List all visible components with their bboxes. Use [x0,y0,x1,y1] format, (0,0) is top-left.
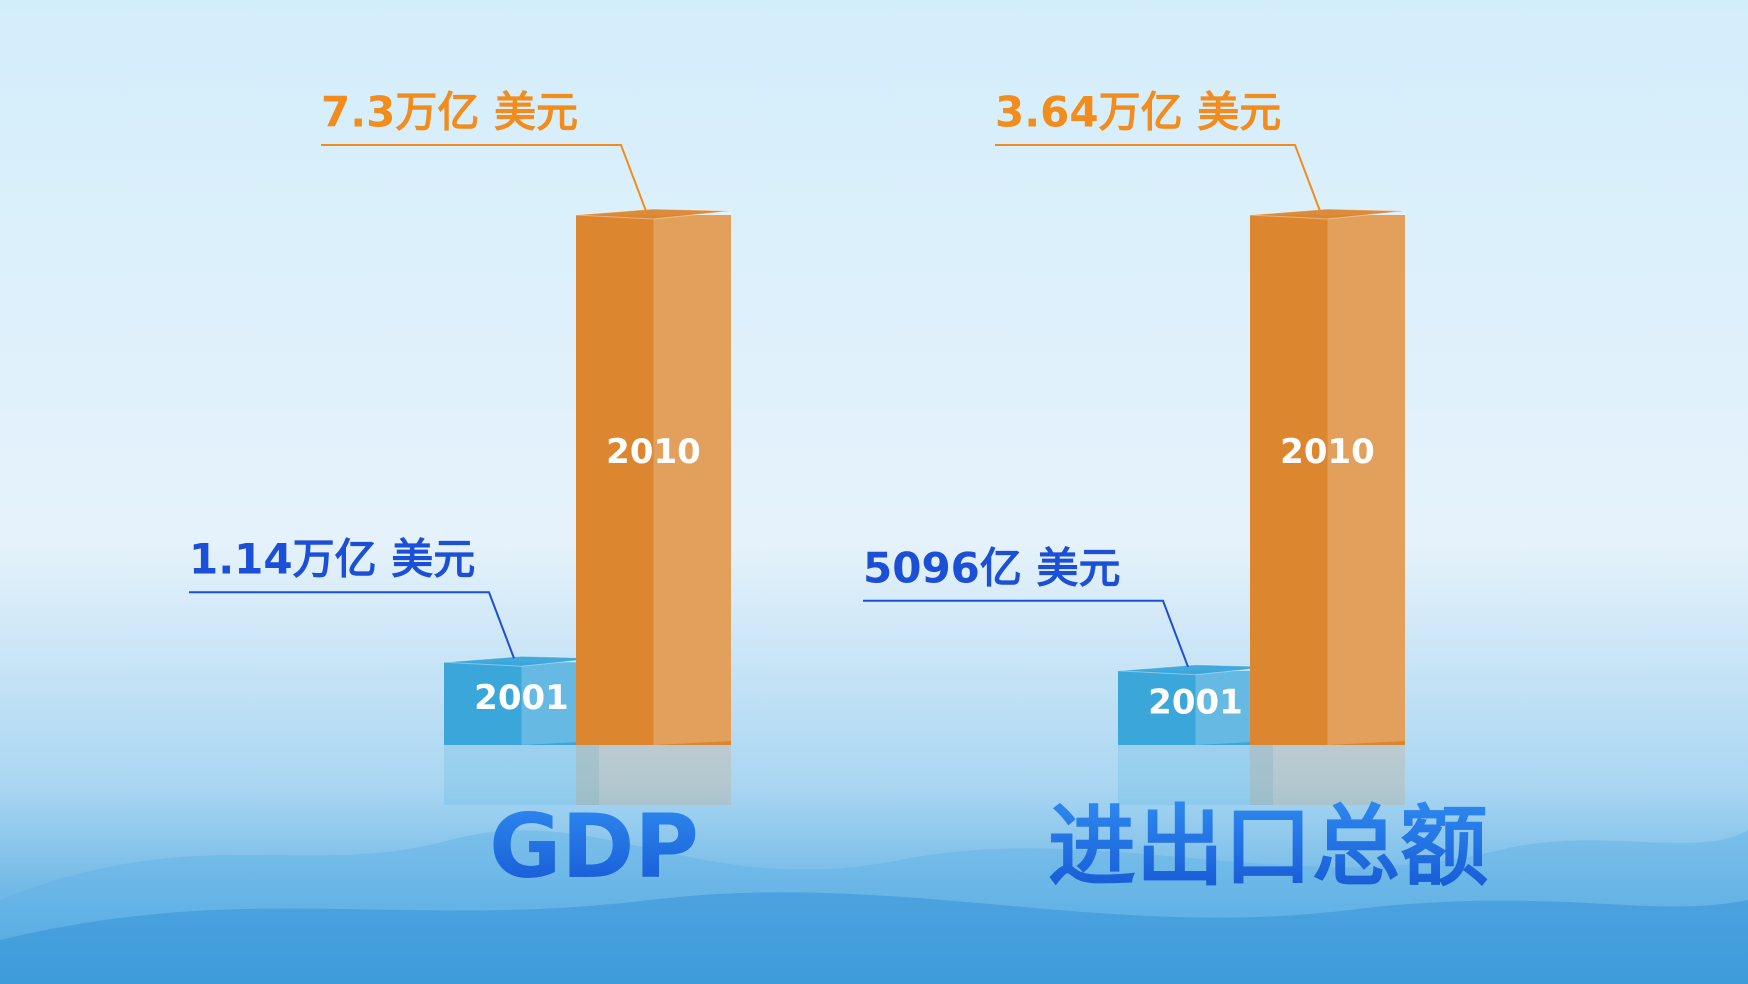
leader-line [995,144,1321,212]
bar-reflection [1118,745,1273,805]
bar [576,215,731,745]
leader-line [189,591,515,659]
bar [444,662,599,745]
bar-reflection [1250,745,1405,805]
bar [1250,215,1405,745]
bar [1118,670,1273,745]
background-wave [0,892,1748,984]
bar-year-label: 2001 [1148,683,1243,723]
value-label: 1.14万亿 美元 [189,535,475,584]
bar-year-label: 2001 [474,678,569,718]
bar-reflection [444,745,599,805]
bar-reflection [576,745,731,805]
bar-top-face [575,208,732,220]
value-label: 3.64万亿 美元 [995,88,1281,137]
bar-side-face [1327,211,1405,745]
leader-line [321,144,647,212]
bar-year-label: 2010 [606,432,701,472]
leader-line [863,599,1189,668]
bar-top-face [1249,208,1406,220]
bar-year-label: 2010 [1280,432,1375,472]
value-label: 7.3万亿 美元 [321,88,578,137]
bar-side-face [653,211,731,745]
chart-title: GDP [489,795,699,898]
value-label: 5096亿 美元 [863,543,1121,592]
chart-title: 进出口总额 [1048,795,1488,898]
